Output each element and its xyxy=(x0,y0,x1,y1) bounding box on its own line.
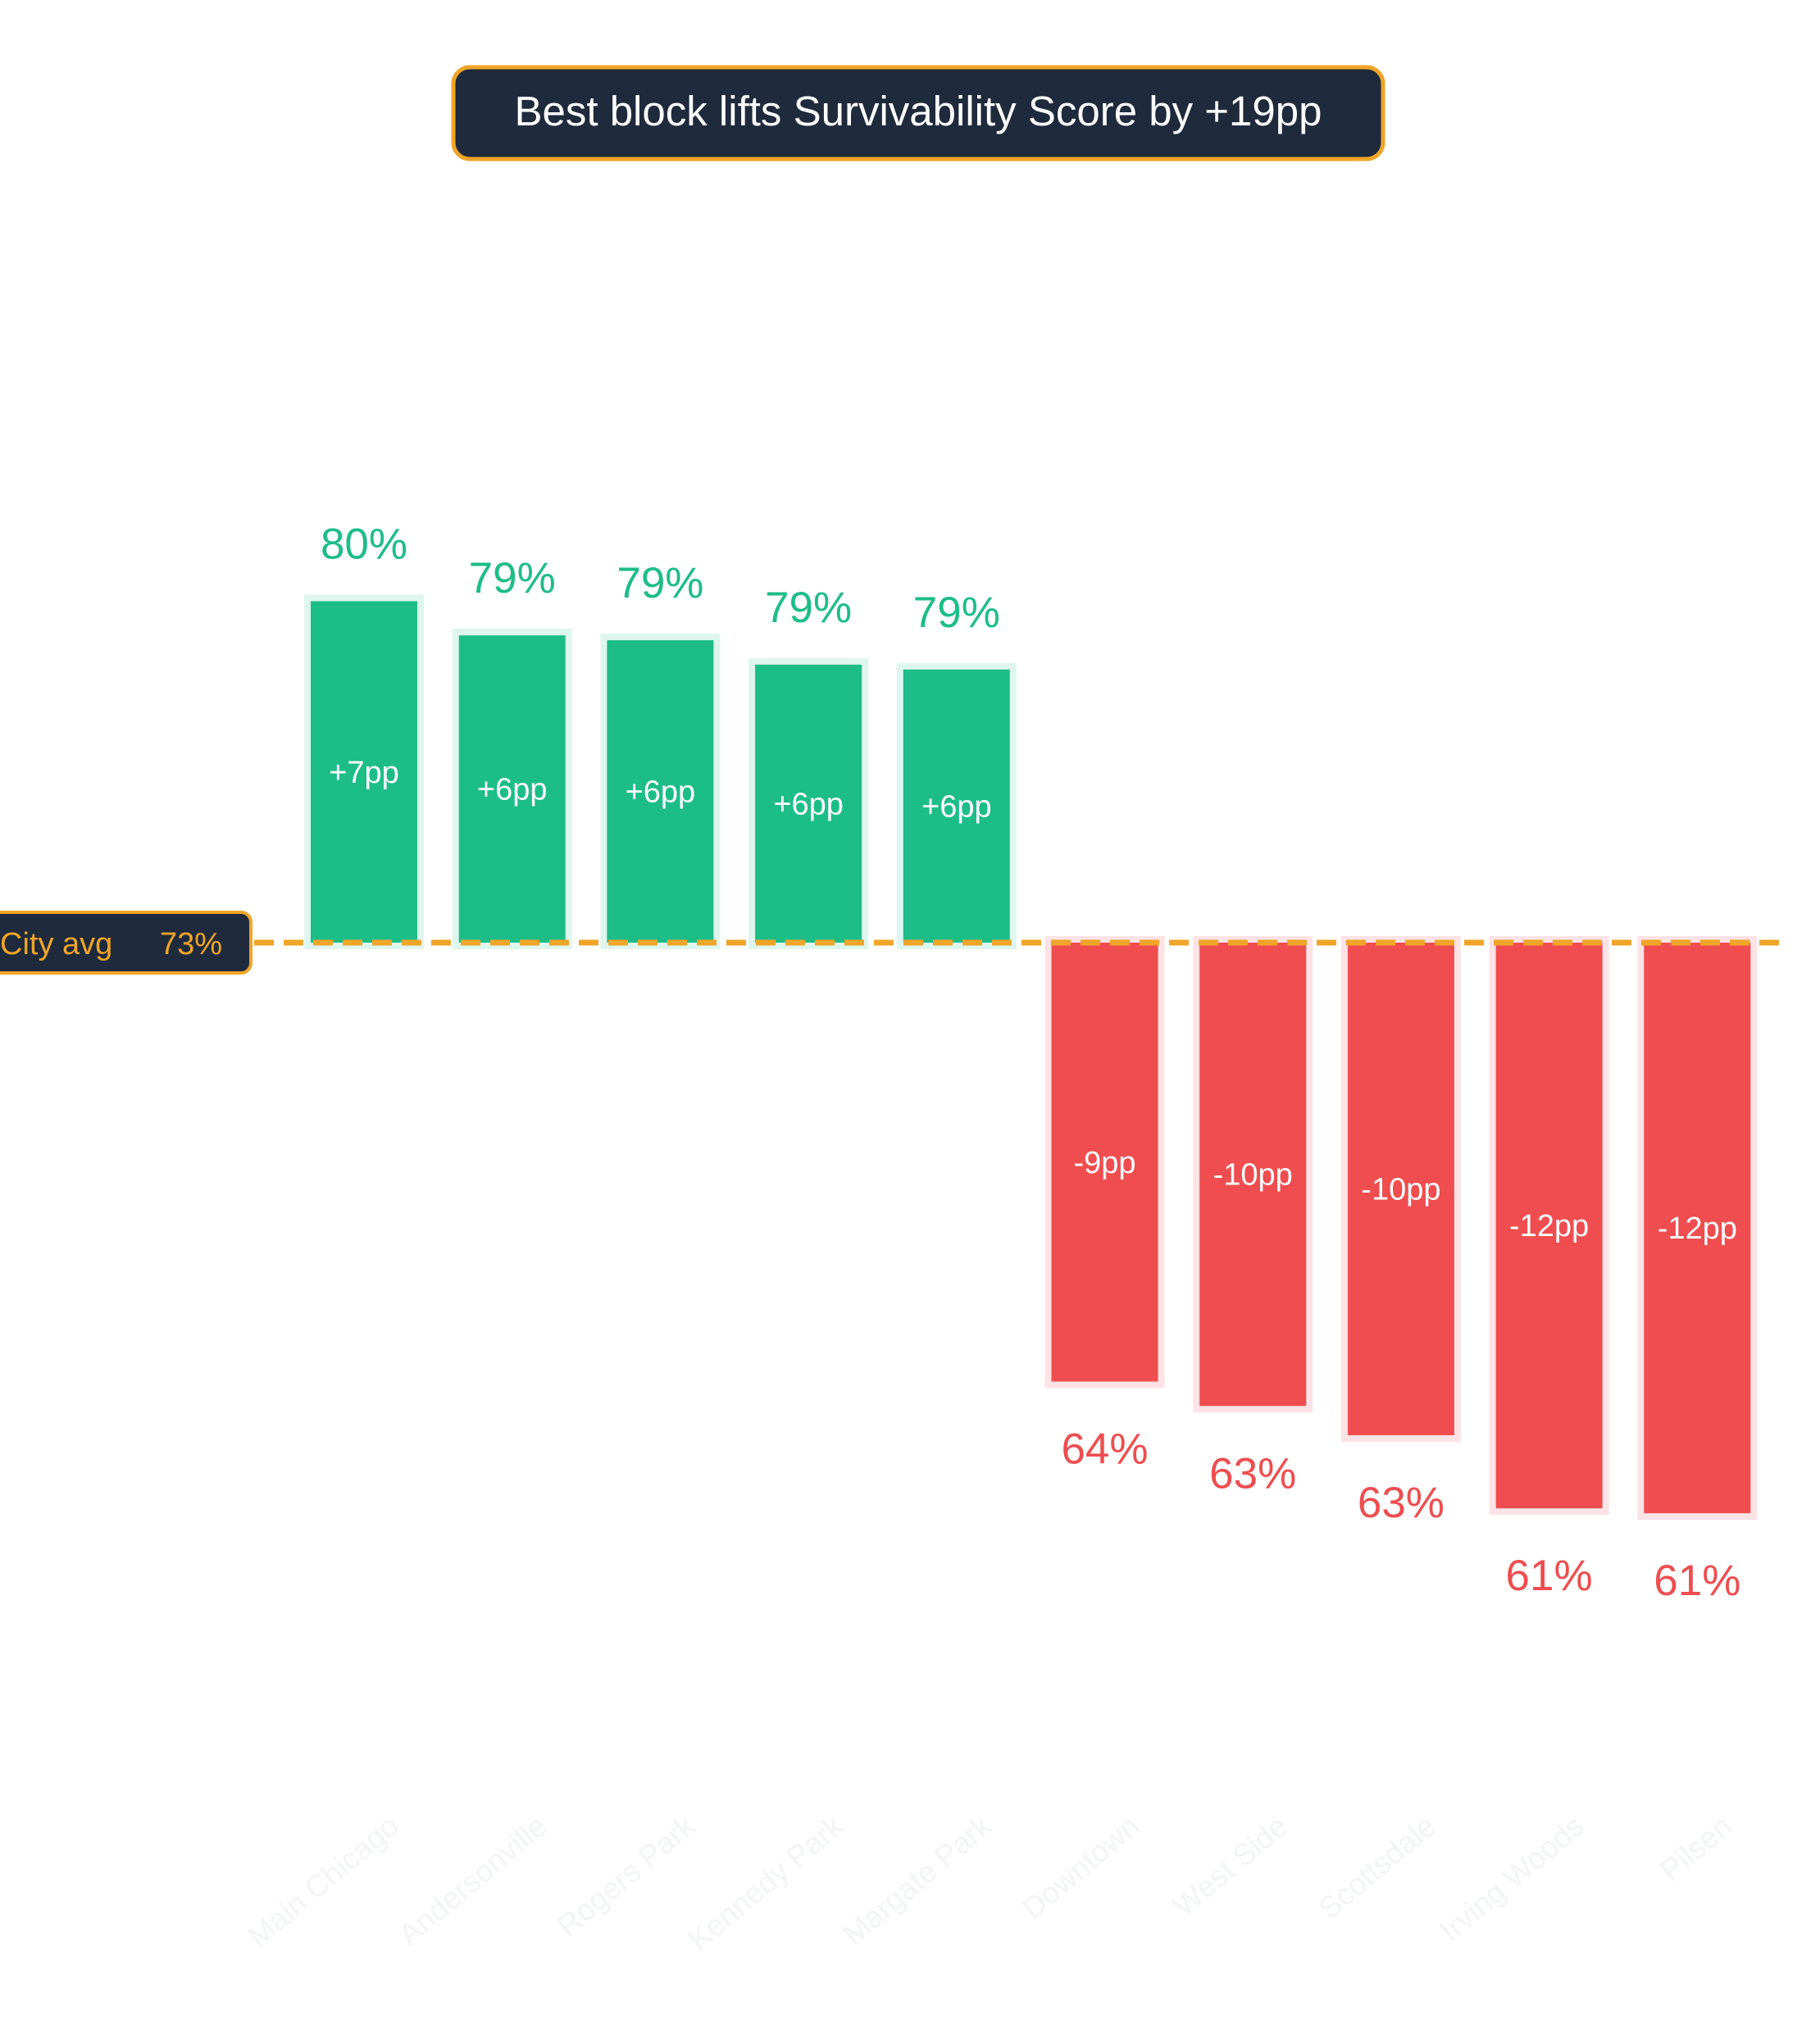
delta-label: +6pp xyxy=(477,773,548,807)
category-label: Margate Park xyxy=(836,1808,998,1951)
chart-title: Best block lifts Survivability Score by … xyxy=(514,88,1322,134)
value-label: 61% xyxy=(1654,1557,1740,1605)
category-label: Pilsen xyxy=(1654,1809,1739,1888)
value-label: 79% xyxy=(913,589,1000,637)
value-label: 79% xyxy=(469,554,556,602)
category-label: Irving Woods xyxy=(1433,1809,1590,1948)
baseline-layer: City avg 73% xyxy=(0,911,1787,975)
category-label: Downtown xyxy=(1016,1809,1146,1925)
bar xyxy=(1644,943,1751,1514)
bar xyxy=(607,640,714,943)
bar xyxy=(1199,943,1307,1407)
chart-title-badge: Best block lifts Survivability Score by … xyxy=(451,65,1385,161)
bars-layer xyxy=(304,594,1758,1521)
value-label: 79% xyxy=(617,559,703,607)
value-label: 63% xyxy=(1209,1449,1296,1498)
category-label: Main Chicago xyxy=(241,1809,405,1954)
bar xyxy=(311,601,417,943)
delta-label: +6pp xyxy=(626,775,696,810)
bar xyxy=(458,635,566,943)
category-label: West Side xyxy=(1167,1809,1294,1923)
category-label: Rogers Park xyxy=(551,1808,702,1943)
delta-label: +6pp xyxy=(773,787,844,821)
delta-label: +7pp xyxy=(329,756,399,790)
value-label: 61% xyxy=(1506,1552,1593,1600)
category-label: Scottsdale xyxy=(1312,1809,1442,1925)
delta-label: -10pp xyxy=(1213,1158,1293,1193)
delta-label: +6pp xyxy=(921,789,992,824)
value-label: 64% xyxy=(1061,1425,1148,1474)
category-label: Kennedy Park xyxy=(682,1808,850,1957)
delta-label: -10pp xyxy=(1361,1172,1440,1207)
city-average-value: 73% xyxy=(160,927,222,961)
bar xyxy=(1495,943,1603,1509)
city-average-label: City avg xyxy=(0,927,112,961)
delta-label: -12pp xyxy=(1658,1211,1737,1246)
value-label: 80% xyxy=(321,520,407,569)
delta-label: -12pp xyxy=(1509,1209,1589,1243)
delta-label: -9pp xyxy=(1073,1146,1135,1180)
bar xyxy=(903,669,1010,943)
category-label: Andersonville xyxy=(392,1809,553,1952)
bar xyxy=(755,664,862,943)
value-label: 63% xyxy=(1358,1479,1445,1527)
bar xyxy=(1347,943,1454,1435)
value-label: 79% xyxy=(765,584,852,632)
bar xyxy=(1051,943,1158,1382)
city-average-badge: City avg 73% xyxy=(0,911,253,975)
